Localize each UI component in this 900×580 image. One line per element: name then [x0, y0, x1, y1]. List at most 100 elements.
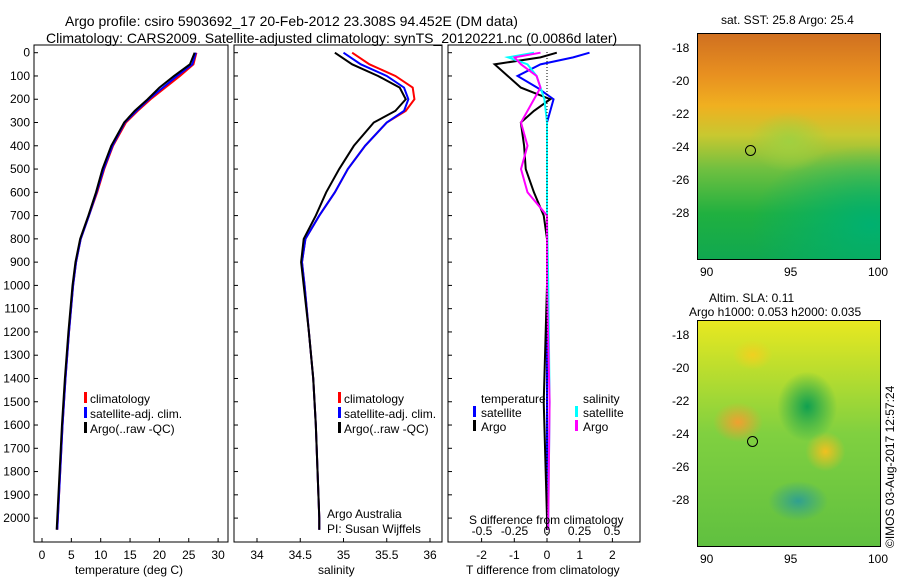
x-tick-label: 5: [68, 548, 75, 562]
annotation-argo-australia: Argo Australia: [327, 507, 402, 521]
map-y-tick-label: -22: [672, 394, 690, 408]
sal-legend-satellite: satellite-adj. clim.: [344, 407, 437, 421]
y-tick-label: 1400: [3, 371, 30, 385]
legend-swatch: [338, 407, 341, 418]
temp-legend-satellite: satellite-adj. clim.: [90, 407, 183, 421]
x-tick-label: 1: [576, 548, 583, 562]
map-x-tick-label: 100: [868, 552, 889, 566]
annotation-pi: PI: Susan Wijffels: [327, 522, 421, 536]
diff-legend-salinity-title: salinity: [583, 392, 620, 406]
x-tick-label: 0: [544, 548, 551, 562]
series-line-climatology: [56, 52, 198, 530]
legend-swatch: [84, 407, 87, 418]
diff-legend-t-satellite: satellite: [481, 406, 522, 420]
map-y-tick-label: -26: [672, 460, 690, 474]
y-tick-label: 1200: [3, 325, 30, 339]
x-tick-label: 36: [423, 548, 437, 562]
sal-xlabel: salinity: [318, 563, 355, 577]
series-line-s-satellite: [504, 51, 551, 530]
argo-location-marker: [745, 145, 756, 156]
x2-tick-label: -0.25: [501, 524, 529, 538]
map-y-tick-label: -18: [672, 41, 690, 55]
x-tick-label: -2: [476, 548, 487, 562]
legend-swatch: [473, 420, 476, 431]
temp-legend-argo: Argo(..raw -QC): [90, 422, 175, 436]
y-tick-label: 200: [10, 92, 30, 106]
y-tick-label: 400: [10, 139, 30, 153]
argo-location-marker: [747, 436, 758, 447]
y-tick-label: 1500: [3, 395, 30, 409]
temp-xlabel: temperature (deg C): [75, 563, 184, 577]
map-y-tick-label: -28: [672, 493, 690, 507]
map-x-tick-label: 95: [784, 265, 798, 279]
x2-tick-label: 0: [544, 524, 551, 538]
map-x-tick-label: 90: [700, 552, 714, 566]
x-tick-label: -1: [509, 548, 520, 562]
y-tick-label: 900: [10, 255, 30, 269]
plot-frame-0: [33, 44, 229, 543]
map-y-tick-label: -20: [672, 74, 690, 88]
map-y-tick-label: -24: [672, 140, 690, 154]
diff-x2label: S difference from climatology: [469, 513, 624, 527]
map-x-tick-label: 100: [868, 265, 889, 279]
y-tick-label: 800: [10, 232, 30, 246]
sla-map-title2: Argo h1000: 0.053 h2000: 0.035: [689, 305, 862, 319]
y-tick-label: 100: [10, 69, 30, 83]
diff-legend-s-argo: Argo: [583, 420, 609, 434]
x-tick-label: 15: [123, 548, 137, 562]
y-tick-label: 0: [23, 46, 30, 60]
y-tick-label: 1000: [3, 278, 30, 292]
series-line-climatology: [300, 51, 416, 530]
legend-swatch: [338, 392, 341, 403]
series-line-satellite-adj-clim-: [56, 52, 197, 530]
x-tick-label: 35: [337, 548, 351, 562]
sal-legend-argo: Argo(..raw -QC): [344, 422, 429, 436]
legend-swatch: [575, 406, 578, 417]
series-line-argo-raw-qc-: [300, 51, 407, 530]
y-tick-label: 1300: [3, 348, 30, 362]
map-y-tick-label: -20: [672, 361, 690, 375]
y-tick-label: 1700: [3, 441, 30, 455]
map-y-tick-label: -28: [672, 206, 690, 220]
legend-swatch: [473, 406, 476, 417]
legend-swatch: [575, 420, 578, 431]
sst-map: [697, 33, 881, 260]
title-line2: Climatology: CARS2009. Satellite-adjuste…: [46, 30, 618, 46]
y-tick-label: 1900: [3, 488, 30, 502]
map-y-tick-label: -18: [672, 328, 690, 342]
x-tick-label: 30: [211, 548, 225, 562]
map-y-tick-label: -22: [672, 107, 690, 121]
y-tick-label: 500: [10, 162, 30, 176]
x-tick-label: 35.5: [375, 548, 399, 562]
diff-legend-temperature-title: temperature: [481, 392, 546, 406]
temp-legend-climatology: climatology: [90, 392, 151, 406]
x2-tick-label: -0.5: [472, 524, 493, 538]
series-line-t-satellite: [515, 51, 590, 530]
diff-xlabel: T difference from climatology: [466, 563, 620, 577]
x-tick-label: 34.5: [289, 548, 313, 562]
map-x-tick-label: 90: [700, 265, 714, 279]
x-tick-label: 34: [250, 548, 264, 562]
sla-map: [697, 320, 881, 547]
sla-map-title1: Altim. SLA: 0.11: [709, 291, 795, 305]
map-x-tick-label: 95: [784, 552, 798, 566]
y-tick-label: 300: [10, 116, 30, 130]
legend-swatch: [84, 392, 87, 403]
x-tick-label: 25: [182, 548, 196, 562]
y-tick-label: 600: [10, 185, 30, 199]
diff-legend-s-satellite: satellite: [583, 406, 624, 420]
x-tick-label: 2: [609, 548, 616, 562]
title-line1: Argo profile: csiro 5903692_17 20-Feb-20…: [65, 13, 518, 29]
x-tick-label: 20: [153, 548, 167, 562]
diff-legend-t-argo: Argo: [481, 420, 507, 434]
x-tick-label: 0: [39, 548, 46, 562]
y-tick-label: 2000: [3, 511, 30, 525]
sst-map-title: sat. SST: 25.8 Argo: 25.4: [721, 13, 854, 27]
sal-legend-climatology: climatology: [344, 392, 405, 406]
map-y-tick-label: -24: [672, 427, 690, 441]
legend-swatch: [338, 422, 341, 433]
y-tick-label: 1100: [4, 302, 30, 316]
x2-tick-label: 0.25: [568, 524, 592, 538]
